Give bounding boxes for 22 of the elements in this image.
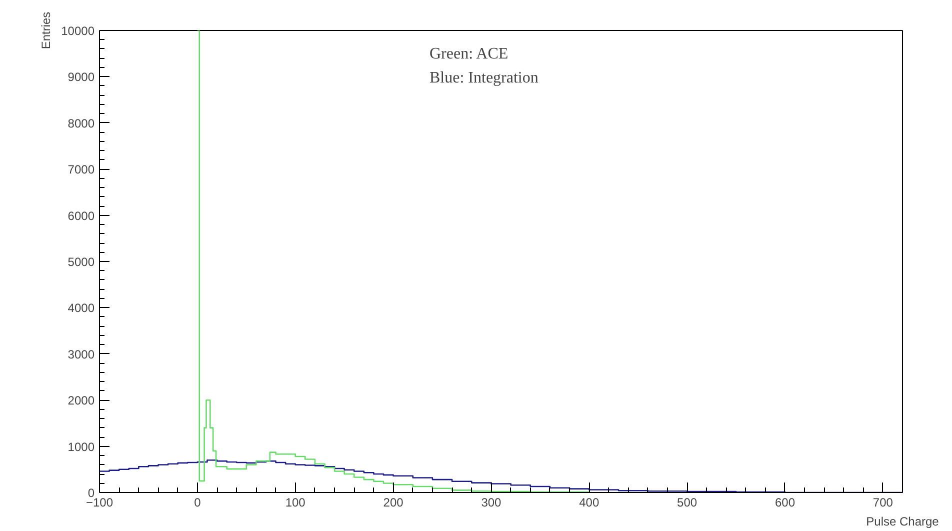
x-tick-label: 600 <box>774 496 796 510</box>
annotation: Blue: Integration <box>430 70 538 86</box>
x-tick-label: 100 <box>285 496 306 510</box>
y-tick-label: 6000 <box>68 208 95 223</box>
x-tick-label: 200 <box>383 496 404 510</box>
y-axis-title: Entries <box>39 12 54 50</box>
y-tick-label: 10000 <box>61 24 95 38</box>
annotation: Green: ACE <box>430 46 508 62</box>
y-tick-label: 5000 <box>68 255 95 269</box>
x-tick-label: 500 <box>677 496 698 510</box>
x-tick-label: 400 <box>579 496 600 510</box>
x-tick-label: 700 <box>872 496 894 510</box>
y-tick-label: 2000 <box>68 394 95 408</box>
x-tick-label: 0 <box>194 496 202 510</box>
y-tick-label: 4000 <box>68 301 95 316</box>
x-axis-title: Pulse Charge <box>866 514 940 528</box>
y-tick-label: 1000 <box>68 440 95 454</box>
y-tick-label: 3000 <box>68 347 95 362</box>
y-tick-label: 9000 <box>68 70 95 84</box>
y-tick-label: 8000 <box>68 116 95 130</box>
y-tick-label: 7000 <box>68 162 95 177</box>
x-tick-label: 300 <box>481 496 502 510</box>
